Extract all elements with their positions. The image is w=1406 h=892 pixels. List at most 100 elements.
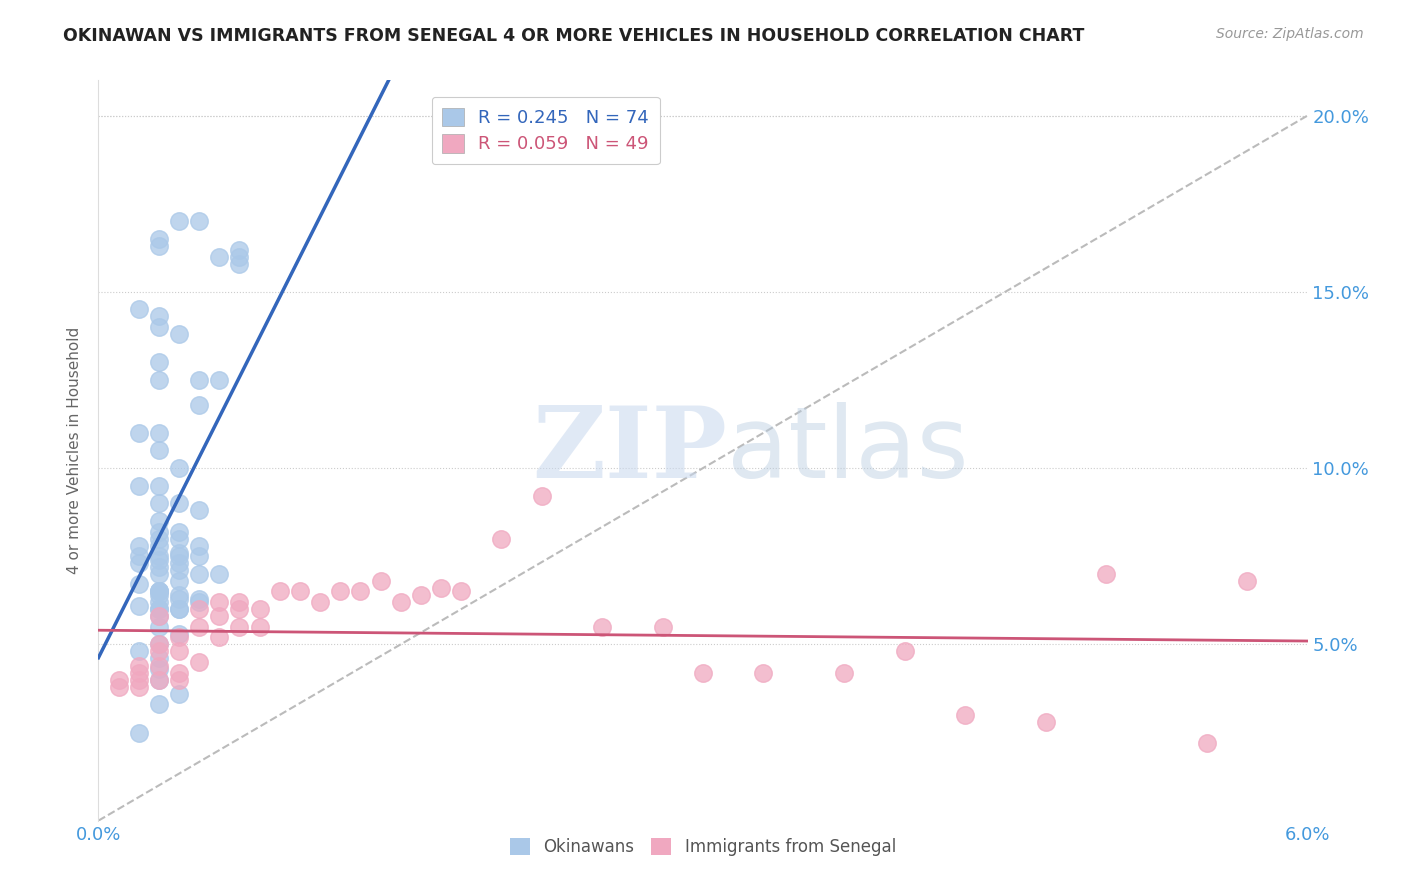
Point xyxy=(167,549,190,564)
Text: atlas: atlas xyxy=(727,402,969,499)
Point xyxy=(752,665,775,680)
Point xyxy=(167,214,190,228)
Point xyxy=(128,599,150,613)
Point xyxy=(953,707,976,722)
Point xyxy=(148,584,170,599)
Text: ZIP: ZIP xyxy=(533,402,727,499)
Point xyxy=(148,673,170,687)
Point xyxy=(167,665,190,680)
Point xyxy=(389,595,412,609)
Point xyxy=(167,556,190,570)
Point xyxy=(692,665,714,680)
Point xyxy=(148,588,170,602)
Point xyxy=(208,373,231,387)
Point xyxy=(148,549,170,564)
Point xyxy=(148,637,170,651)
Point xyxy=(148,553,170,567)
Point xyxy=(832,665,855,680)
Legend: Okinawans, Immigrants from Senegal: Okinawans, Immigrants from Senegal xyxy=(502,830,904,864)
Point xyxy=(409,588,432,602)
Point xyxy=(329,584,352,599)
Point xyxy=(167,588,190,602)
Point xyxy=(167,532,190,546)
Point xyxy=(148,524,170,539)
Point xyxy=(1195,736,1218,750)
Point xyxy=(128,549,150,564)
Point xyxy=(288,584,311,599)
Point xyxy=(107,673,129,687)
Text: Source: ZipAtlas.com: Source: ZipAtlas.com xyxy=(1216,27,1364,41)
Point xyxy=(208,609,231,624)
Point xyxy=(148,514,170,528)
Point xyxy=(208,566,231,581)
Point xyxy=(128,539,150,553)
Point xyxy=(450,584,472,599)
Point xyxy=(148,373,170,387)
Point xyxy=(167,574,190,588)
Point xyxy=(188,214,211,228)
Point xyxy=(148,355,170,369)
Point xyxy=(188,655,211,669)
Point xyxy=(148,602,170,616)
Point xyxy=(1236,574,1258,588)
Point xyxy=(530,489,553,503)
Point xyxy=(188,549,211,564)
Point xyxy=(167,602,190,616)
Point xyxy=(188,539,211,553)
Point xyxy=(167,524,190,539)
Point xyxy=(148,584,170,599)
Point xyxy=(148,425,170,440)
Point xyxy=(228,595,250,609)
Point xyxy=(148,662,170,676)
Point xyxy=(167,496,190,510)
Point xyxy=(128,302,150,317)
Point xyxy=(167,687,190,701)
Y-axis label: 4 or more Vehicles in Household: 4 or more Vehicles in Household xyxy=(67,326,83,574)
Point xyxy=(188,591,211,606)
Point xyxy=(128,556,150,570)
Point xyxy=(167,563,190,577)
Point xyxy=(167,673,190,687)
Point xyxy=(148,539,170,553)
Point xyxy=(188,373,211,387)
Point xyxy=(148,698,170,712)
Point xyxy=(167,461,190,475)
Point xyxy=(1095,566,1118,581)
Point xyxy=(349,584,371,599)
Point xyxy=(188,620,211,634)
Point xyxy=(148,310,170,324)
Point xyxy=(208,595,231,609)
Point xyxy=(148,479,170,493)
Point xyxy=(128,425,150,440)
Point xyxy=(128,577,150,591)
Point xyxy=(128,665,150,680)
Text: OKINAWAN VS IMMIGRANTS FROM SENEGAL 4 OR MORE VEHICLES IN HOUSEHOLD CORRELATION : OKINAWAN VS IMMIGRANTS FROM SENEGAL 4 OR… xyxy=(63,27,1084,45)
Point xyxy=(148,609,170,624)
Point xyxy=(148,658,170,673)
Point xyxy=(167,644,190,658)
Point xyxy=(148,620,170,634)
Point xyxy=(309,595,332,609)
Point xyxy=(188,566,211,581)
Point xyxy=(893,644,915,658)
Point xyxy=(167,602,190,616)
Point xyxy=(148,239,170,253)
Point xyxy=(148,644,170,658)
Point xyxy=(370,574,392,588)
Point xyxy=(249,602,271,616)
Point xyxy=(148,232,170,246)
Point xyxy=(128,680,150,694)
Point xyxy=(128,673,150,687)
Point xyxy=(228,602,250,616)
Point xyxy=(1035,714,1057,729)
Point xyxy=(491,532,513,546)
Point xyxy=(228,250,250,264)
Point xyxy=(148,566,170,581)
Point xyxy=(228,257,250,271)
Point xyxy=(148,320,170,334)
Point xyxy=(148,637,170,651)
Point xyxy=(148,559,170,574)
Point xyxy=(228,243,250,257)
Point xyxy=(188,595,211,609)
Point xyxy=(167,591,190,606)
